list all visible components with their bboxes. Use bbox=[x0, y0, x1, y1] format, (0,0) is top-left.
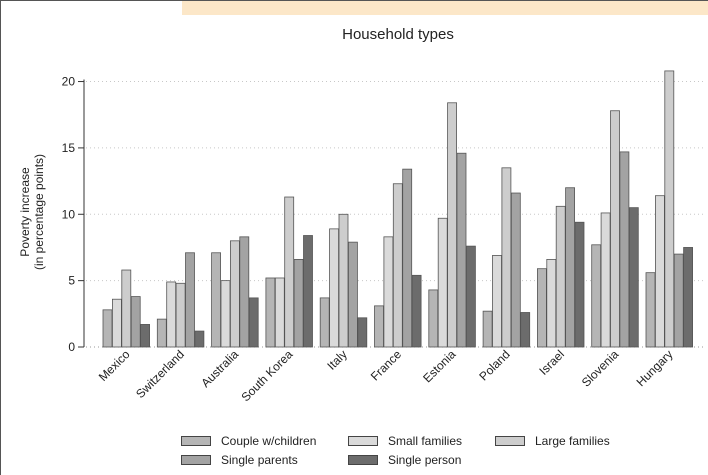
top-highlight-band bbox=[182, 0, 708, 15]
bar bbox=[130, 296, 141, 348]
bar bbox=[319, 297, 330, 348]
bar bbox=[600, 212, 611, 348]
bar bbox=[265, 277, 276, 348]
bar bbox=[492, 255, 502, 348]
y-tick-label: 5 bbox=[68, 274, 75, 288]
legend-label: Large families bbox=[535, 434, 610, 448]
bar bbox=[610, 110, 620, 348]
bar bbox=[357, 317, 368, 348]
bar bbox=[383, 236, 394, 348]
bar bbox=[102, 309, 113, 348]
bar bbox=[229, 240, 240, 348]
bar bbox=[175, 282, 186, 348]
legend-item-small-families: Small families bbox=[348, 434, 462, 448]
legend-item-single-person: Single person bbox=[348, 453, 461, 467]
bar bbox=[284, 196, 295, 348]
bar bbox=[248, 297, 259, 348]
bar bbox=[574, 221, 585, 348]
bar bbox=[303, 235, 313, 348]
bar bbox=[402, 168, 413, 348]
x-tick-label: Mexico bbox=[96, 347, 133, 384]
x-tick-label: Hungary bbox=[634, 347, 676, 389]
bar bbox=[112, 298, 122, 348]
y-tick-label: 15 bbox=[62, 141, 76, 155]
bar bbox=[546, 258, 557, 348]
x-tick-label: Australia bbox=[198, 347, 241, 390]
bar bbox=[565, 187, 575, 348]
bar bbox=[555, 205, 566, 348]
bar bbox=[501, 167, 512, 348]
bars-group bbox=[102, 70, 693, 348]
chart-title: Household types bbox=[342, 26, 454, 43]
legend-label: Single parents bbox=[221, 453, 298, 467]
bar bbox=[347, 241, 358, 348]
bar bbox=[194, 330, 205, 348]
legend-label: Single person bbox=[388, 453, 462, 467]
bar bbox=[428, 289, 439, 348]
legend-swatch bbox=[495, 436, 525, 446]
y-axis: 0 5 10 15 20 bbox=[62, 75, 85, 354]
x-tick-label: Estonia bbox=[420, 347, 458, 385]
bar bbox=[655, 195, 665, 348]
bar bbox=[465, 245, 476, 348]
bar bbox=[645, 272, 656, 348]
y-tick-label: 20 bbox=[62, 75, 76, 89]
bar bbox=[673, 253, 684, 348]
bar bbox=[628, 207, 639, 348]
bar bbox=[664, 70, 675, 348]
legend-label: Small families bbox=[388, 434, 463, 448]
legend: Couple w/children Small families Large f… bbox=[0, 430, 708, 475]
bar bbox=[329, 228, 340, 348]
bar bbox=[619, 151, 630, 348]
legend-item-single-parents: Single parents bbox=[181, 453, 298, 467]
bar bbox=[274, 277, 285, 348]
bar bbox=[537, 268, 547, 348]
x-tick-label: Poland bbox=[476, 347, 512, 383]
bar bbox=[482, 310, 493, 348]
bar bbox=[447, 102, 458, 348]
x-tick-label: South Korea bbox=[238, 347, 295, 404]
bar bbox=[683, 247, 693, 348]
bar bbox=[392, 183, 403, 348]
bar bbox=[185, 252, 195, 348]
bar bbox=[338, 213, 349, 348]
y-tick-label: 0 bbox=[68, 340, 75, 354]
bar bbox=[121, 269, 132, 348]
legend-item-couple: Couple w/children bbox=[181, 434, 316, 448]
x-tick-label: France bbox=[368, 347, 405, 384]
y-axis-label-line2: (in percentage points) bbox=[32, 154, 46, 270]
x-tick-label: Israel bbox=[536, 347, 567, 378]
y-tick-label: 10 bbox=[62, 207, 76, 221]
legend-swatch bbox=[181, 436, 211, 446]
bar bbox=[510, 192, 521, 348]
y-axis-label-line1: Poverty increase bbox=[18, 167, 32, 257]
x-tick-label: Italy bbox=[324, 347, 349, 372]
bar bbox=[239, 236, 250, 348]
bar bbox=[520, 312, 531, 348]
legend-item-large-families: Large families bbox=[495, 434, 610, 448]
bar bbox=[220, 280, 231, 348]
bar bbox=[591, 244, 602, 348]
bar bbox=[140, 324, 151, 348]
bar bbox=[156, 318, 167, 348]
legend-swatch bbox=[348, 436, 378, 446]
bar bbox=[411, 274, 422, 348]
bar bbox=[166, 281, 177, 348]
x-tick-label: Switzerland bbox=[133, 347, 187, 401]
x-tick-label: Slovenia bbox=[579, 347, 622, 390]
legend-swatch bbox=[181, 455, 211, 465]
bar bbox=[374, 305, 384, 348]
bar bbox=[211, 252, 222, 348]
legend-swatch bbox=[348, 455, 378, 465]
legend-label: Couple w/children bbox=[221, 434, 317, 448]
bar bbox=[456, 152, 467, 348]
bar bbox=[293, 258, 304, 348]
bar bbox=[437, 217, 448, 348]
